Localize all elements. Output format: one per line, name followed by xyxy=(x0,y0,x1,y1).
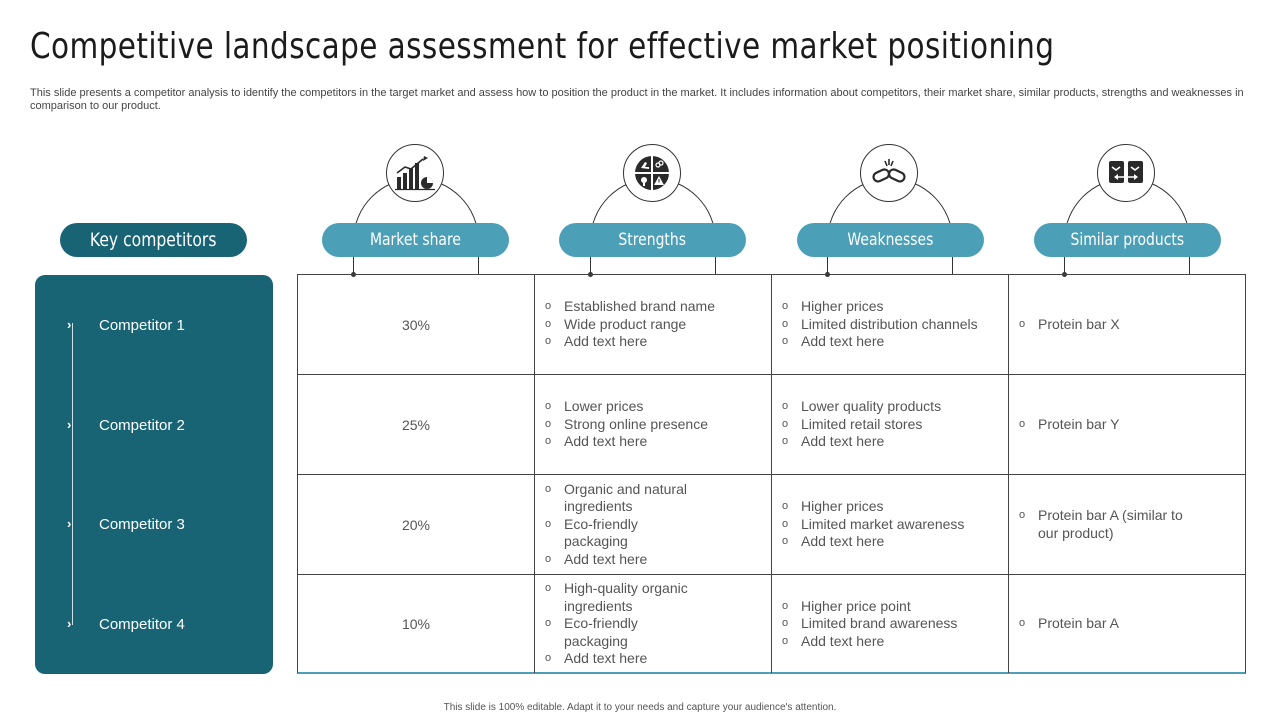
weakness-item: Higher prices xyxy=(782,498,964,516)
column-header-weaknesses: Weaknesses xyxy=(797,223,984,257)
competitor-label: Competitor 3 xyxy=(99,515,185,533)
weakness-item: Limited distribution channels xyxy=(782,316,978,334)
similar-product-item: Protein bar X xyxy=(1019,316,1120,334)
similar-products-cell: Protein bar A xyxy=(1009,575,1245,673)
strengths-cell: Lower pricesStrong online presenceAdd te… xyxy=(535,375,772,475)
strength-grid-icon xyxy=(623,144,681,202)
competitor-label: Competitor 1 xyxy=(99,316,185,334)
page-title: Competitive landscape assessment for eff… xyxy=(30,26,1055,67)
strength-item: Add text here xyxy=(545,333,715,351)
key-competitors-pill: Key competitors xyxy=(60,223,247,257)
weaknesses-cell: Higher price pointLimited brand awarenes… xyxy=(772,575,1009,673)
strength-item: Organic and natural ingredients xyxy=(545,481,695,516)
weakness-item: Add text here xyxy=(782,433,941,451)
footer-note: This slide is 100% editable. Adapt it to… xyxy=(443,702,837,713)
weakness-item: Add text here xyxy=(782,333,978,351)
strength-item: Eco-friendly packaging xyxy=(545,615,695,650)
chevron-right-icon: › xyxy=(67,317,72,332)
strength-item: High-quality organic ingredients xyxy=(545,580,695,615)
column-header-label: Weaknesses xyxy=(847,230,934,250)
competitor-label: Competitor 4 xyxy=(99,615,185,633)
weakness-item: Limited brand awareness xyxy=(782,615,957,633)
strength-item: Eco-friendly packaging xyxy=(545,516,695,551)
column-header-label: Market share xyxy=(370,230,461,250)
similar-product-item: Protein bar Y xyxy=(1019,416,1119,434)
chevron-right-icon: › xyxy=(67,616,72,631)
column-header-market-share: Market share xyxy=(322,223,509,257)
similar-product-item: Protein bar A (similar to our product) xyxy=(1019,507,1199,542)
market-share-cell: 25% xyxy=(298,375,535,475)
compare-boxes-icon xyxy=(1097,144,1155,202)
competitor-item-3: › Competitor 3 xyxy=(67,514,185,534)
strength-item: Add text here xyxy=(545,433,708,451)
competitor-item-2: › Competitor 2 xyxy=(67,415,185,435)
strength-item: Strong online presence xyxy=(545,416,708,434)
market-share-cell: 30% xyxy=(298,275,535,375)
competitor-item-1: › Competitor 1 xyxy=(67,315,185,335)
weakness-item: Limited retail stores xyxy=(782,416,941,434)
similar-product-item: Protein bar A xyxy=(1019,615,1119,633)
weakness-item: Higher prices xyxy=(782,298,978,316)
column-header-strengths: Strengths xyxy=(559,223,746,257)
competitors-panel: › Competitor 1 › Competitor 2 › Competitor … xyxy=(35,275,273,674)
weaknesses-cell: Lower quality productsLimited retail sto… xyxy=(772,375,1009,475)
weaknesses-cell: Higher pricesLimited distribution channe… xyxy=(772,275,1009,375)
weakness-item: Higher price point xyxy=(782,598,957,616)
timeline-line xyxy=(72,323,73,625)
strength-item: Established brand name xyxy=(545,298,715,316)
weakness-item: Lower quality products xyxy=(782,398,941,416)
competitor-label: Competitor 2 xyxy=(99,416,185,434)
strength-item: Lower prices xyxy=(545,398,708,416)
strength-item: Wide product range xyxy=(545,316,715,334)
comparison-table: 30% Established brand nameWide product r… xyxy=(297,274,1246,674)
similar-products-cell: Protein bar A (similar to our product) xyxy=(1009,475,1245,575)
market-share-cell: 20% xyxy=(298,475,535,575)
weakness-item: Add text here xyxy=(782,633,957,651)
similar-products-cell: Protein bar X xyxy=(1009,275,1245,375)
weakness-item: Limited market awareness xyxy=(782,516,964,534)
market-share-cell: 10% xyxy=(298,575,535,673)
bar-chart-icon xyxy=(386,144,444,202)
column-header-label: Similar products xyxy=(1070,230,1185,250)
column-header-similar-products: Similar products xyxy=(1034,223,1221,257)
strengths-cell: High-quality organic ingredientsEco-frie… xyxy=(535,575,772,673)
key-competitors-label: Key competitors xyxy=(90,229,217,251)
competitor-item-4: › Competitor 4 xyxy=(67,614,185,634)
weaknesses-cell: Higher pricesLimited market awarenessAdd… xyxy=(772,475,1009,575)
similar-products-cell: Protein bar Y xyxy=(1009,375,1245,475)
strength-item: Add text here xyxy=(545,650,695,668)
page-subtitle: This slide presents a competitor analysi… xyxy=(30,87,1244,112)
broken-chain-icon xyxy=(860,144,918,202)
strength-item: Add text here xyxy=(545,551,695,569)
chevron-right-icon: › xyxy=(67,516,72,531)
strengths-cell: Organic and natural ingredientsEco-frien… xyxy=(535,475,772,575)
strengths-cell: Established brand nameWide product range… xyxy=(535,275,772,375)
weakness-item: Add text here xyxy=(782,533,964,551)
column-header-label: Strengths xyxy=(618,230,687,250)
chevron-right-icon: › xyxy=(67,417,72,432)
